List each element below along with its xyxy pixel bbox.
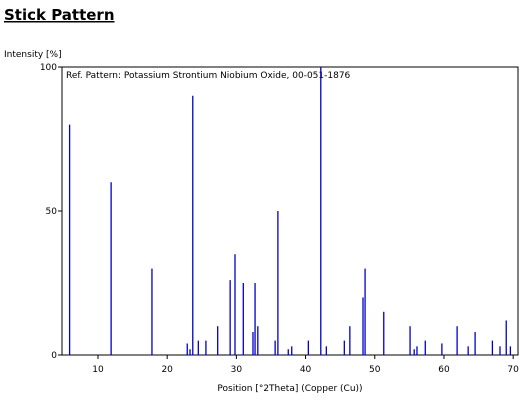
- x-axis-label: Position [°2Theta] (Copper (Cu)): [217, 384, 362, 394]
- y-tick-label: 100: [40, 63, 57, 73]
- x-tick-label: 10: [92, 365, 104, 375]
- x-tick-label: 20: [161, 365, 173, 375]
- plot-frame: [61, 66, 519, 356]
- x-tick-label: 40: [300, 365, 312, 375]
- x-tick-label: 30: [231, 365, 243, 375]
- chart-title: Stick Pattern: [4, 6, 115, 24]
- x-tick-label: 60: [438, 365, 450, 375]
- x-tick-label: 50: [369, 365, 381, 375]
- annotation: Ref. Pattern: Potassium Strontium Niobiu…: [66, 71, 351, 81]
- x-tick-label: 70: [507, 365, 519, 375]
- y-tick-label: 0: [51, 351, 57, 361]
- y-tick-label: 50: [46, 207, 58, 217]
- y-axis-label: Intensity [%]: [4, 50, 62, 60]
